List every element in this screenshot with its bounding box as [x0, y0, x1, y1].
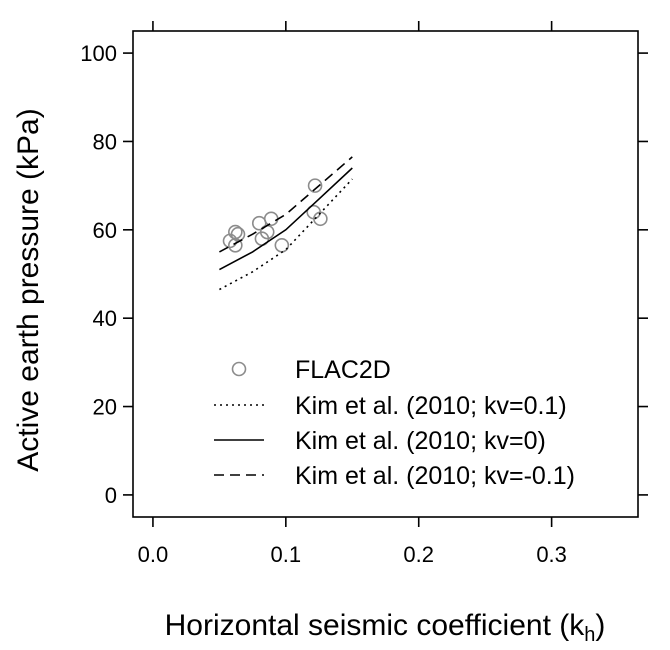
x-tick-label: 0.0 — [138, 542, 169, 567]
y-tick-label: 60 — [93, 218, 117, 243]
y-tick-label: 80 — [93, 129, 117, 154]
flac2d-point — [263, 211, 279, 227]
x-tick-label: 0.3 — [536, 542, 567, 567]
y-tick-label: 20 — [93, 395, 117, 420]
legend-label: Kim et al. (2010; kv=0.1) — [295, 392, 567, 420]
kim-kv-neg0.1-line — [219, 156, 353, 253]
x-tick-label: 0.1 — [271, 542, 302, 567]
flac2d-point — [274, 237, 290, 253]
x-tick-label: 0.2 — [403, 542, 434, 567]
flac2d-point — [230, 226, 246, 242]
series-layer — [219, 156, 353, 291]
y-tick-label: 0 — [105, 483, 117, 508]
legend-label: FLAC2D — [295, 356, 391, 384]
kim-kv-0.1-line — [219, 178, 353, 291]
legend: FLAC2D Kim et al. (2010; kv=0.1) Kim et al… — [214, 356, 575, 490]
legend-label: Kim et al. (2010; kv=-0.1) — [295, 462, 575, 490]
y-axis-title: Active earth pressure (kPa) — [12, 108, 45, 471]
x-axis-title: Horizontal seismic coefficient (kh) — [165, 609, 606, 646]
x-axis-title-subscript: h — [584, 624, 595, 646]
y-tick-label: 40 — [93, 306, 117, 331]
flac2d-point — [307, 178, 323, 193]
legend-flac2d-marker — [231, 361, 247, 377]
y-tick-label: 100 — [80, 41, 117, 66]
axis-ticks: 0 20 40 60 80 100 0.0 0.1 0.2 0.3 — [80, 21, 648, 567]
kim-kv-0-line — [219, 167, 353, 271]
x-axis-title-main: Horizontal seismic coefficient (k — [165, 609, 586, 642]
plot-frame — [132, 30, 639, 518]
flac2d-point — [228, 237, 243, 253]
x-axis-title-suffix: ) — [595, 609, 605, 642]
legend-label: Kim et al. (2010; kv=0) — [295, 427, 546, 455]
flac2d-point — [313, 211, 328, 227]
